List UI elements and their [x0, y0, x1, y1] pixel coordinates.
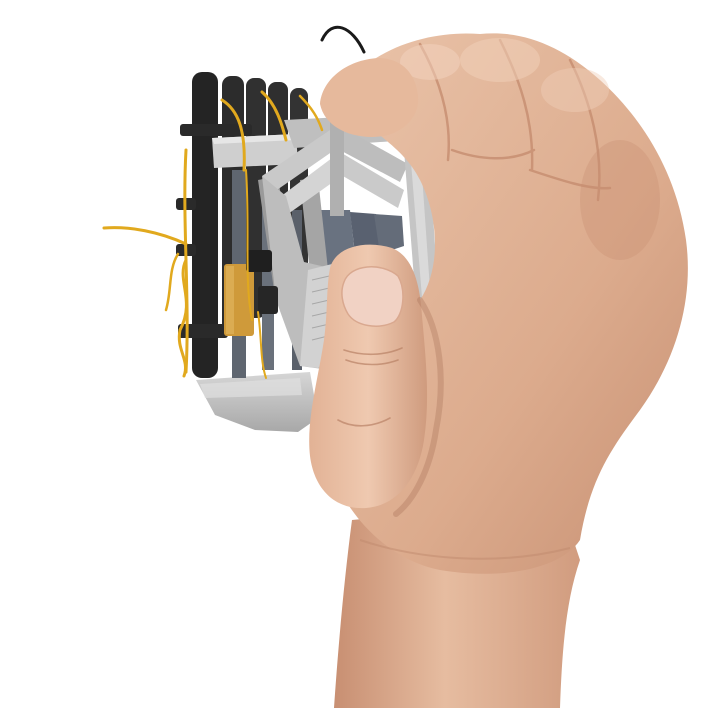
yellow-strings: [102, 90, 324, 379]
index-fingertip: [320, 58, 419, 137]
thumbnail: [341, 266, 404, 327]
black-wire: [320, 25, 366, 54]
printed-mechanism: [102, 72, 440, 432]
